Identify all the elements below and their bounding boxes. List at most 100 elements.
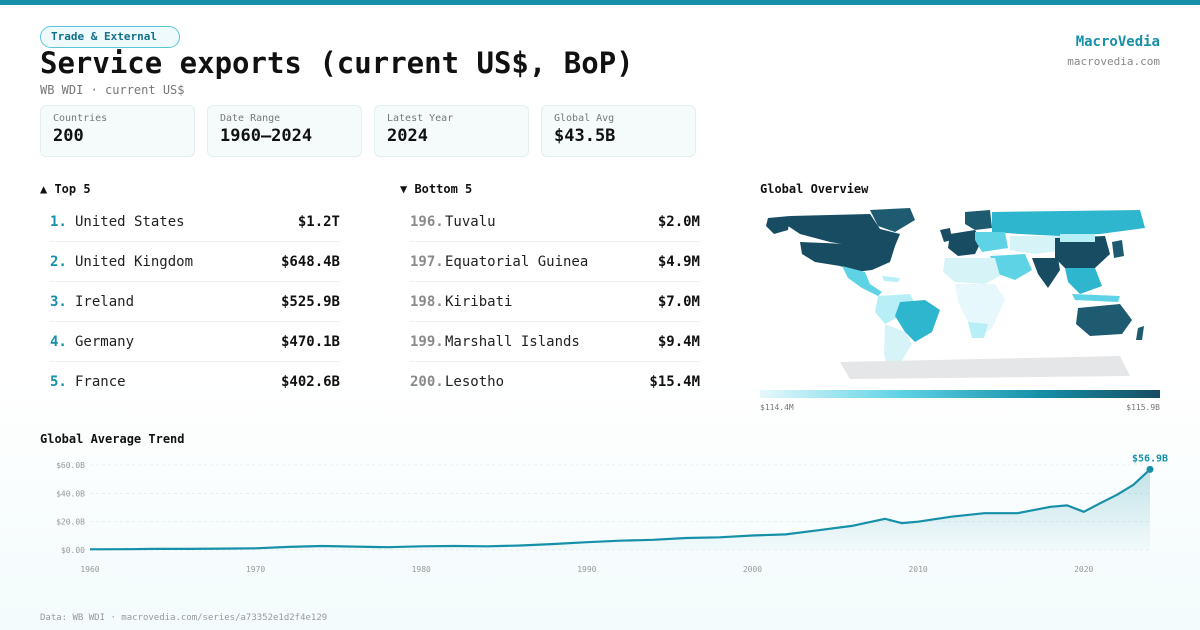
map-region-mexico xyxy=(842,266,882,296)
list-item[interactable]: 3. Ireland $525.9B xyxy=(50,282,340,322)
map-legend-bar xyxy=(760,390,1160,398)
brand-logo[interactable]: MacroVedia xyxy=(1075,34,1160,50)
list-item[interactable]: 4. Germany $470.1B xyxy=(50,322,340,362)
map-region-brazil xyxy=(895,300,940,342)
list-item[interactable]: 198. Kiribati $7.0M xyxy=(410,282,700,322)
map-region-china xyxy=(1055,236,1110,268)
brand-url[interactable]: macrovedia.com xyxy=(1067,55,1160,68)
stat-label: Global Avg xyxy=(554,113,615,124)
map-region-africa-south xyxy=(955,284,1005,338)
map-region-india xyxy=(1032,258,1060,288)
trend-end-point xyxy=(1146,465,1154,473)
country-value: $15.4M xyxy=(649,374,700,390)
stat-date-range: Date Range 1960–2024 xyxy=(207,105,362,157)
map-region-south-america-north xyxy=(875,294,915,324)
country-value: $470.1B xyxy=(280,333,340,350)
map-region-south-africa xyxy=(968,322,988,338)
top5-heading: ▲ Top 5 xyxy=(40,182,91,196)
country-value: $402.6B xyxy=(280,374,340,390)
list-item[interactable]: 196. Tuvalu $2.0M xyxy=(410,202,700,242)
country-name: Ireland xyxy=(75,293,135,310)
country-value: $2.0M xyxy=(657,213,700,230)
stat-label: Countries xyxy=(53,113,108,124)
top5-list: 1. United States $1.2T 2. United Kingdom… xyxy=(50,202,340,402)
country-value: $9.4M xyxy=(657,333,700,350)
map-region-central-asia xyxy=(1010,236,1065,254)
rank-number: 4. xyxy=(50,333,67,350)
x-tick-label: 1960 xyxy=(80,565,99,574)
y-tick-label: $0.00 xyxy=(61,546,85,555)
trend-line xyxy=(89,468,1151,551)
list-item[interactable]: 1. United States $1.2T xyxy=(50,202,340,242)
rank-number: 200. xyxy=(410,374,444,390)
top-accent-bar xyxy=(0,0,1200,5)
map-region-greenland xyxy=(870,208,915,232)
map-region-usa xyxy=(800,242,895,272)
trend-end-label: $56.9B xyxy=(1132,453,1168,464)
stat-latest-year: Latest Year 2024 xyxy=(374,105,529,157)
map-region-caribbean xyxy=(882,276,900,282)
y-tick-label: $20.0B xyxy=(56,518,85,527)
rank-number: 3. xyxy=(50,293,67,310)
map-region-europe-west xyxy=(948,230,982,256)
trend-area-chart[interactable]: $0.00 $20.0B $40.0B $60.0B 1960 1970 1980 1990 2… xyxy=(40,445,1170,585)
country-name: Germany xyxy=(75,333,135,350)
trend-heading: Global Average Trend xyxy=(40,432,185,446)
map-region-scandinavia xyxy=(965,210,992,230)
list-item[interactable]: 5. France $402.6B xyxy=(50,362,340,402)
stat-label: Latest Year xyxy=(387,113,454,124)
map-region-canada xyxy=(788,214,900,246)
map-region-north-africa xyxy=(943,258,1000,284)
stat-global-avg: Global Avg $43.5B xyxy=(541,105,696,157)
country-value: $4.9M xyxy=(657,253,700,270)
page-subtitle: WB WDI · current US$ xyxy=(40,83,185,97)
country-value: $7.0M xyxy=(657,293,700,310)
list-item[interactable]: 199. Marshall Islands $9.4M xyxy=(410,322,700,362)
stats-row: Countries 200 Date Range 1960–2024 Lates… xyxy=(40,105,696,157)
x-tick-label: 1990 xyxy=(577,565,596,574)
page-title: Service exports (current US$, BoP) xyxy=(40,46,634,80)
bottom5-list: 196. Tuvalu $2.0M 197. Equatorial Guinea… xyxy=(410,202,700,402)
rank-number: 196. xyxy=(410,213,444,230)
map-region-antarctica xyxy=(840,356,1130,379)
world-choropleth-map[interactable] xyxy=(760,204,1160,384)
map-region-mongolia xyxy=(1060,234,1095,242)
map-region-russia xyxy=(992,210,1145,236)
country-name: Tuvalu xyxy=(445,213,496,230)
map-legend-max: $115.9B xyxy=(1126,403,1160,412)
country-name: Marshall Islands xyxy=(445,333,580,350)
list-item[interactable]: 200. Lesotho $15.4M xyxy=(410,362,700,402)
stat-value: $43.5B xyxy=(554,126,616,146)
rank-number: 2. xyxy=(50,253,67,270)
x-tick-label: 2010 xyxy=(908,565,927,574)
rank-number: 197. xyxy=(410,253,444,270)
list-item[interactable]: 2. United Kingdom $648.4B xyxy=(50,242,340,282)
map-legend-min: $114.4M xyxy=(760,403,794,412)
map-region-southeast-asia xyxy=(1065,268,1102,294)
map-region-new-zealand xyxy=(1136,326,1144,340)
rank-number: 199. xyxy=(410,333,444,350)
map-region-japan xyxy=(1112,240,1124,258)
y-tick-label: $60.0B xyxy=(56,461,85,470)
country-name: Kiribati xyxy=(445,293,513,310)
map-region-alaska xyxy=(766,216,790,234)
footer-source: Data: WB WDI · macrovedia.com/series/a73… xyxy=(40,613,328,623)
map-region-middle-east xyxy=(990,254,1032,280)
stat-value: 2024 xyxy=(387,126,428,146)
stat-value: 1960–2024 xyxy=(220,126,313,146)
rank-number: 198. xyxy=(410,293,444,310)
rank-number: 5. xyxy=(50,374,67,390)
country-value: $525.9B xyxy=(280,293,340,310)
bottom5-heading: ▼ Bottom 5 xyxy=(400,182,473,196)
country-name: France xyxy=(75,374,126,390)
stat-label: Date Range xyxy=(220,113,281,124)
x-tick-label: 1980 xyxy=(412,565,431,574)
list-item[interactable]: 197. Equatorial Guinea $4.9M xyxy=(410,242,700,282)
country-name: United Kingdom xyxy=(75,253,194,270)
category-badge[interactable]: Trade & External xyxy=(40,26,180,48)
x-tick-label: 2020 xyxy=(1074,565,1093,574)
x-tick-label: 1970 xyxy=(246,565,265,574)
stat-countries: Countries 200 xyxy=(40,105,195,157)
map-region-australia xyxy=(1076,304,1132,336)
map-region-indonesia xyxy=(1072,294,1120,302)
